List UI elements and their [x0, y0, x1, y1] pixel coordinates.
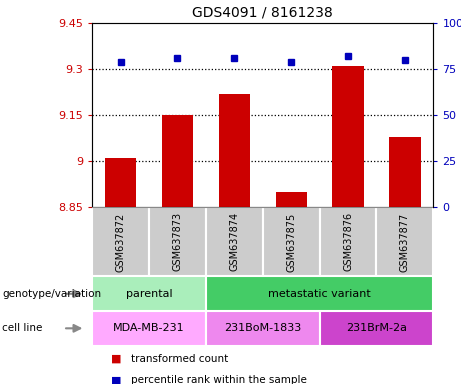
Bar	[389, 137, 420, 207]
Text: GSM637874: GSM637874	[229, 212, 239, 271]
Bar	[92, 207, 149, 276]
Bar	[92, 276, 206, 311]
Bar	[162, 115, 193, 207]
Text: transformed count: transformed count	[131, 354, 229, 364]
Text: 231BrM-2a: 231BrM-2a	[346, 323, 407, 333]
Bar	[92, 311, 206, 346]
Bar	[377, 207, 433, 276]
Text: ■: ■	[111, 354, 121, 364]
Text: percentile rank within the sample: percentile rank within the sample	[131, 375, 307, 384]
Text: GSM637873: GSM637873	[172, 212, 183, 271]
Text: MDA-MB-231: MDA-MB-231	[113, 323, 185, 333]
Text: 231BoM-1833: 231BoM-1833	[224, 323, 301, 333]
Bar	[206, 311, 319, 346]
Bar	[149, 207, 206, 276]
Text: parental: parental	[126, 289, 172, 299]
Text: metastatic variant: metastatic variant	[268, 289, 371, 299]
Bar	[206, 207, 263, 276]
Bar	[219, 94, 250, 207]
Text: genotype/variation: genotype/variation	[2, 289, 101, 299]
Bar	[319, 207, 377, 276]
Text: cell line: cell line	[2, 323, 43, 333]
Text: GSM637872: GSM637872	[116, 212, 126, 271]
Bar	[263, 207, 319, 276]
Bar	[276, 192, 307, 207]
Bar	[319, 311, 433, 346]
Text: GSM637877: GSM637877	[400, 212, 410, 271]
Bar	[105, 158, 136, 207]
Bar	[332, 66, 364, 207]
Text: GSM637876: GSM637876	[343, 212, 353, 271]
Text: ■: ■	[111, 375, 121, 384]
Text: GSM637875: GSM637875	[286, 212, 296, 271]
Bar	[206, 276, 433, 311]
Title: GDS4091 / 8161238: GDS4091 / 8161238	[192, 5, 333, 19]
